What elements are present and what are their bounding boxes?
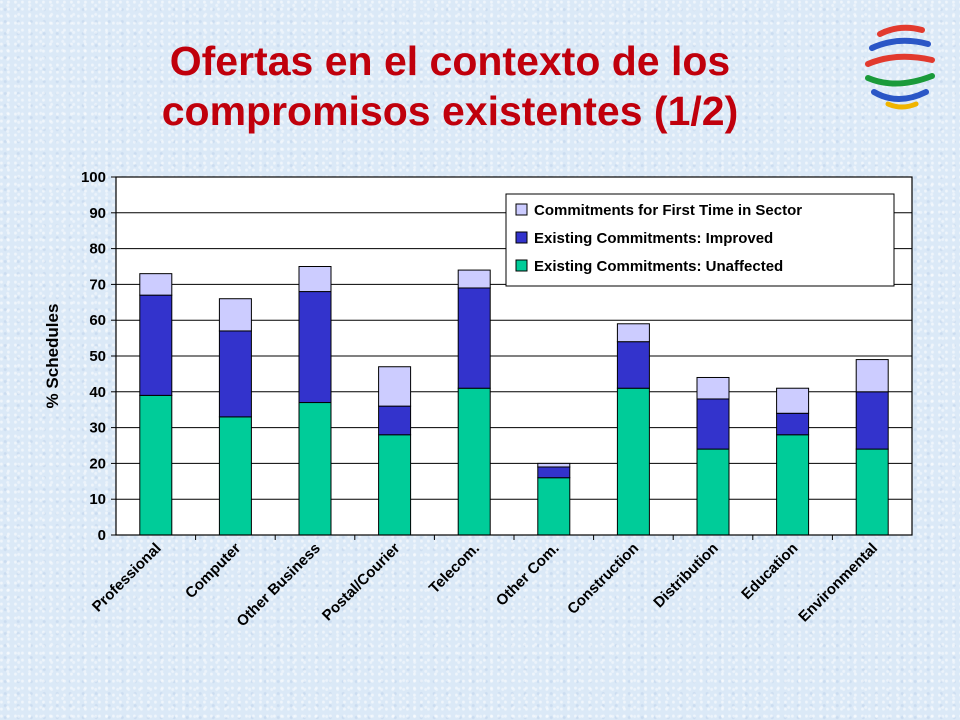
bar-segment <box>139 394 173 536</box>
y-tick-label: 70 <box>89 276 106 293</box>
bar-segment <box>457 287 491 389</box>
bar-segment <box>378 366 412 407</box>
bar-segment <box>218 416 252 536</box>
bar-segment <box>298 266 332 293</box>
bar-segment <box>457 387 491 536</box>
y-axis-label: % Schedules <box>43 304 62 409</box>
legend <box>505 193 895 287</box>
y-tick-label: 40 <box>89 384 106 401</box>
bar-segment <box>139 294 173 396</box>
bar-segment <box>457 269 491 289</box>
bar-segment <box>855 359 889 393</box>
y-tick-label: 0 <box>98 527 106 544</box>
bar-segment <box>776 387 810 414</box>
bar-segment <box>537 462 571 468</box>
x-tick-label: Postal/Courier <box>319 540 404 625</box>
bar-segment <box>378 434 412 536</box>
wto-logo-icon <box>865 24 935 110</box>
x-tick-label: Other Com. <box>493 540 563 610</box>
bar-segment <box>855 391 889 450</box>
bar-segment <box>696 376 730 400</box>
y-tick-label: 90 <box>89 205 106 222</box>
bar-segment <box>298 402 332 536</box>
legend-swatch <box>515 203 528 216</box>
bar-segment <box>218 298 252 332</box>
legend-swatch <box>515 231 528 244</box>
x-tick-label: Other Business <box>233 540 323 630</box>
y-tick-label: 80 <box>89 241 106 258</box>
plot-border <box>115 176 913 536</box>
y-tick-label: 20 <box>89 455 106 472</box>
bar-segment <box>378 405 412 436</box>
bar-segment <box>696 448 730 536</box>
y-tick-label: 100 <box>81 169 106 186</box>
x-tick-label: Telecom. <box>426 540 483 597</box>
title-line-1: Ofertas en el contexto de los <box>169 38 731 84</box>
x-tick-label: Professional <box>89 540 165 616</box>
legend-label: Existing Commitments: Improved <box>534 230 773 247</box>
bar-segment <box>616 387 650 536</box>
x-tick-label: Construction <box>564 540 642 618</box>
title-line-2: compromisos existentes (1/2) <box>161 88 739 134</box>
x-tick-label: Distribution <box>650 540 722 612</box>
bar-segment <box>298 291 332 404</box>
legend-swatch <box>515 259 528 272</box>
bar-segment <box>537 477 571 536</box>
y-tick-label: 10 <box>89 491 106 508</box>
bar-segment <box>776 434 810 536</box>
legend-label: Commitments for First Time in Sector <box>534 202 802 219</box>
bar-segment <box>218 330 252 418</box>
legend-label: Existing Commitments: Unaffected <box>534 258 783 275</box>
bar-segment <box>616 323 650 343</box>
bar-segment <box>696 398 730 450</box>
x-tick-label: Computer <box>182 540 244 602</box>
x-tick-label: Environmental <box>795 540 881 626</box>
page-title: Ofertas en el contexto de los compromiso… <box>40 36 860 136</box>
y-tick-label: 30 <box>89 420 106 437</box>
bar-segment <box>776 412 810 436</box>
y-tick-label: 50 <box>89 348 106 365</box>
bar-segment <box>855 448 889 536</box>
bar-segment <box>537 466 571 479</box>
bar-segment <box>616 341 650 389</box>
x-tick-label: Education <box>738 540 801 603</box>
bar-segment <box>139 273 173 296</box>
y-tick-label: 60 <box>89 312 106 329</box>
